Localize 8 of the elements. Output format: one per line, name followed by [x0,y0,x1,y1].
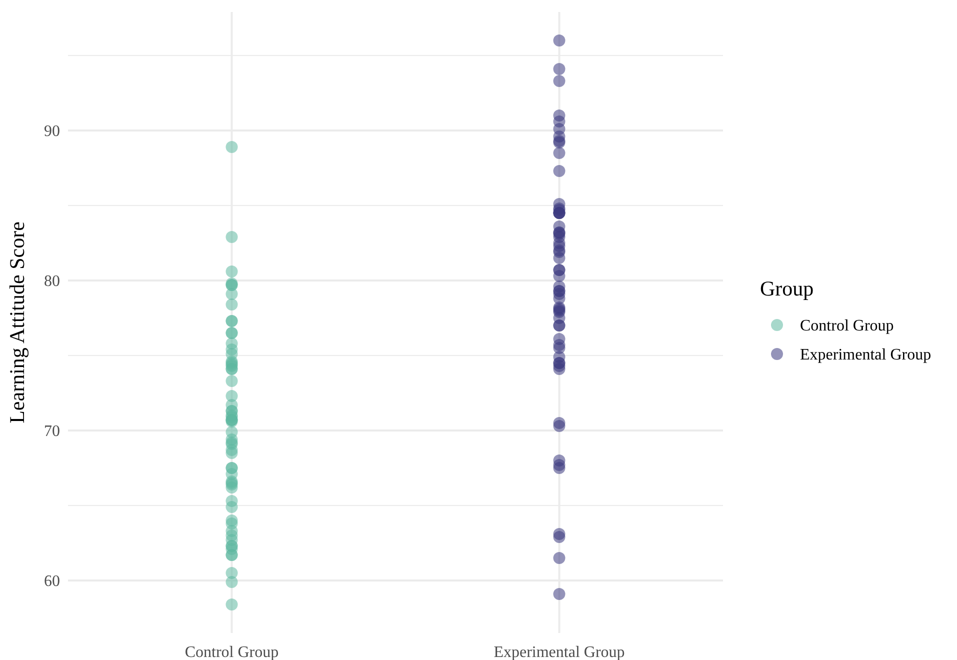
y-tick-label: 90 [44,123,60,140]
y-tick-label: 80 [44,273,60,290]
y-tick-label: 70 [44,423,60,440]
y-tick-label: 60 [44,573,60,590]
legend-label: Experimental Group [800,346,932,364]
y-axis-title: Learning Attitude Score [5,222,29,424]
legend-title: Group [760,276,814,300]
legend-label: Control Group [800,318,894,335]
